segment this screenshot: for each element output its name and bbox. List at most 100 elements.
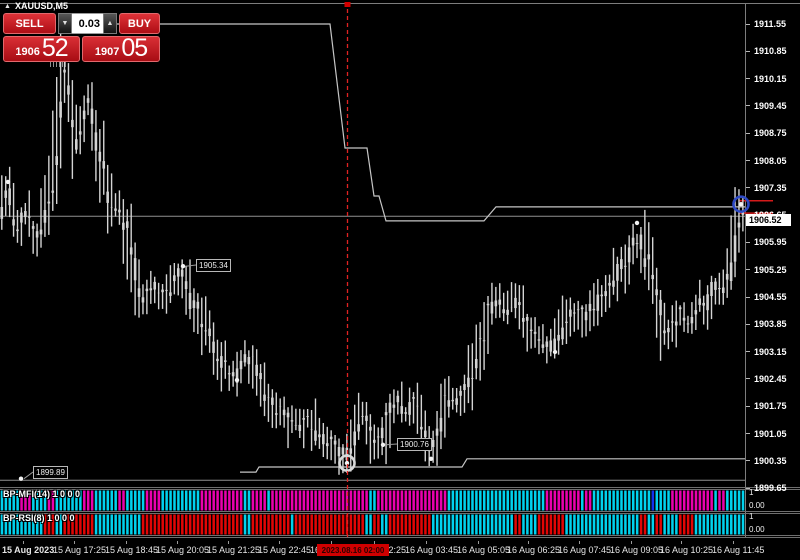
indicator-bar xyxy=(71,490,74,511)
indicator-bar xyxy=(533,490,537,511)
indicator-bar xyxy=(639,514,643,535)
time-tick xyxy=(74,541,75,544)
indicator-bar xyxy=(341,490,345,511)
indicator-bar xyxy=(608,514,611,535)
indicator-bar xyxy=(494,490,498,511)
indicator-bar xyxy=(608,490,611,511)
indicator-bar xyxy=(196,490,200,511)
fractal-dot xyxy=(634,220,640,226)
indicator-bar xyxy=(306,490,310,511)
indicator-bar xyxy=(435,490,439,511)
indicator-bar xyxy=(730,514,733,535)
volume-stepper: ▼ ▲ xyxy=(58,13,117,34)
indicator-bar xyxy=(145,514,149,535)
indicator-bar xyxy=(561,514,564,535)
indicator-bar xyxy=(581,490,584,511)
panel-resize-grip[interactable] xyxy=(50,62,67,67)
indicator-bar xyxy=(75,514,78,535)
time-axis[interactable]: 15 Aug 2023 15 Aug 17:25 15 Aug 18:45 15 Au… xyxy=(0,541,800,560)
buy-price-display[interactable]: 1907 05 xyxy=(82,36,160,62)
indicator-bar xyxy=(169,490,172,511)
volume-increase-button[interactable]: ▲ xyxy=(103,13,117,34)
sell-price-display[interactable]: 1906 52 xyxy=(3,36,80,62)
indicator-bar xyxy=(526,490,529,511)
indicator-bar xyxy=(596,490,600,511)
indicator-bar xyxy=(59,514,63,535)
indicator-scale-bottom: 0.00 xyxy=(749,525,765,534)
indicator-bar xyxy=(67,490,70,511)
indicator-bar xyxy=(733,490,737,511)
sell-button[interactable]: SELL xyxy=(3,13,56,34)
indicator-bar xyxy=(114,490,117,511)
indicator-bar xyxy=(59,490,63,511)
time-tick xyxy=(374,541,375,544)
price-tick xyxy=(746,460,750,462)
indicator-bar xyxy=(16,490,19,511)
price-tick xyxy=(746,187,750,189)
indicator-bar xyxy=(141,514,145,535)
indicator-bar xyxy=(322,514,325,535)
indicator-bar xyxy=(392,490,396,511)
indicator-bar xyxy=(318,514,321,535)
indicator-bar xyxy=(212,514,215,535)
indicator-bar xyxy=(530,490,533,511)
indicator-bar xyxy=(482,514,486,535)
indicator-bar xyxy=(671,490,674,511)
indicator-bar xyxy=(122,490,125,511)
indicator-bar xyxy=(620,490,623,511)
indicator-bar xyxy=(247,490,251,511)
indicator-bar xyxy=(655,490,659,511)
indicator-bar xyxy=(624,514,627,535)
indicator-bar xyxy=(165,490,168,511)
signal-circle xyxy=(732,195,750,213)
indicator-bar xyxy=(153,514,157,535)
volume-decrease-button[interactable]: ▼ xyxy=(58,13,72,34)
price-tick-label: 1903.85 xyxy=(754,319,787,330)
indicator-bar xyxy=(310,490,313,511)
buy-button[interactable]: BUY xyxy=(119,13,160,34)
indicator-bar xyxy=(137,490,141,511)
price-axis[interactable]: 1911.55 1910.85 1910.15 1909.45 1908.75 1908.… xyxy=(746,0,800,540)
time-label: 15 Aug 22:45 xyxy=(258,545,312,555)
indicator-bar xyxy=(232,490,235,511)
indicator-bar xyxy=(326,490,329,511)
indicator-bar xyxy=(384,514,388,535)
indicator-bar xyxy=(141,490,145,511)
price-tick-label: 1905.95 xyxy=(754,237,787,248)
indicator-bar xyxy=(235,514,239,535)
indicator-bar xyxy=(294,490,298,511)
indicator-bar xyxy=(420,490,423,511)
indicator-bar xyxy=(537,514,541,535)
indicator-bar xyxy=(690,514,694,535)
indicator-bar xyxy=(51,514,55,535)
indicator-bar xyxy=(663,490,666,511)
indicator-bar xyxy=(181,514,184,535)
indicator-bar xyxy=(592,514,596,535)
price-tick-label: 1911.55 xyxy=(754,19,787,29)
indicator-bar xyxy=(714,490,717,511)
indicator-bar xyxy=(682,490,686,511)
indicator-bar xyxy=(39,514,43,535)
collapse-icon[interactable]: ▲ xyxy=(4,2,11,10)
indicator-bar xyxy=(737,490,741,511)
price-tick-label: 1908.05 xyxy=(754,155,787,166)
indicator-bar xyxy=(639,490,643,511)
indicator-bar xyxy=(424,490,427,511)
time-label: 16 Aug 09:05 xyxy=(610,545,664,555)
indicator-bar xyxy=(479,514,482,535)
indicator-bar xyxy=(290,514,294,535)
indicator-bar xyxy=(188,514,192,535)
indicator-bar xyxy=(510,490,513,511)
indicator-bar xyxy=(28,514,31,535)
indicator-bar xyxy=(514,490,517,511)
indicator-bar xyxy=(518,514,521,535)
indicator-bar xyxy=(247,514,251,535)
indicator-bar xyxy=(47,514,51,535)
indicator-bar xyxy=(345,514,349,535)
indicator-bar xyxy=(537,490,541,511)
indicator-bar xyxy=(177,514,180,535)
indicator-bar xyxy=(118,490,121,511)
indicator-bar xyxy=(83,490,86,511)
volume-input[interactable] xyxy=(72,13,103,34)
